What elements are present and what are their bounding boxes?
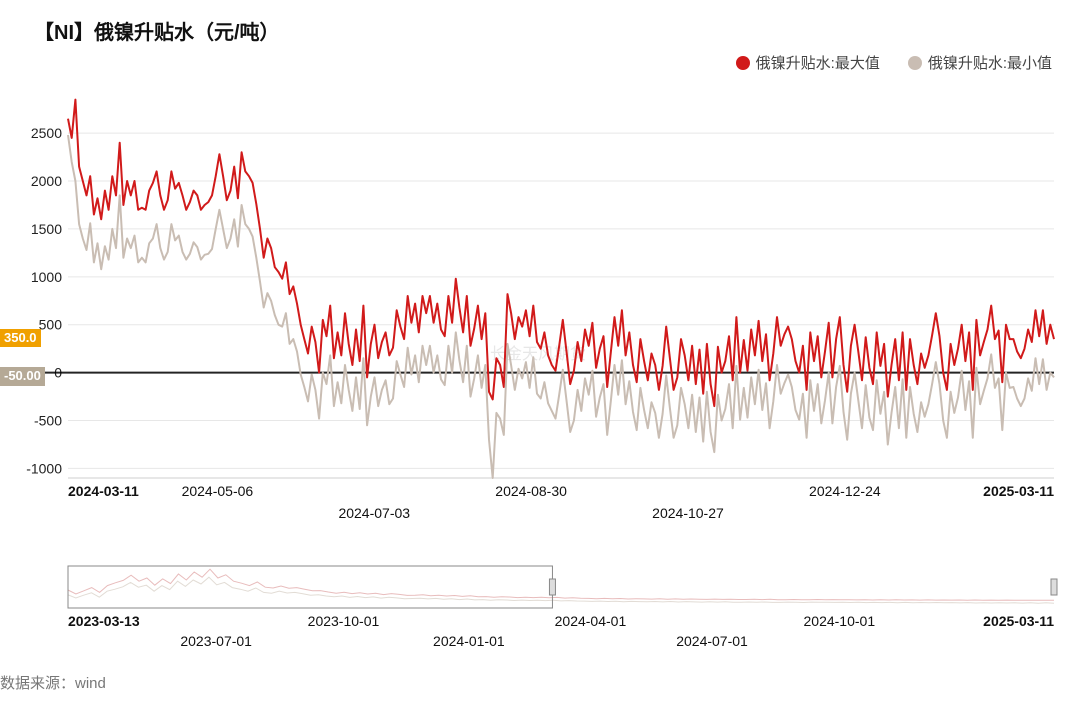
chart-container: 【NI】俄镍升贴水（元/吨） 俄镍升贴水:最大值 俄镍升贴水:最小值 长金天风期… (0, 0, 1080, 701)
svg-text:2024-10-01: 2024-10-01 (804, 613, 876, 629)
legend-dot-min (908, 56, 922, 70)
svg-text:2024-08-30: 2024-08-30 (495, 483, 567, 499)
navigator-chart[interactable]: 2023-03-13 2023-07-01 2023-10-01 2024-01-01… (20, 562, 1060, 662)
svg-text:2024-05-06: 2024-05-06 (182, 483, 254, 499)
svg-text:2024-04-01: 2024-04-01 (555, 613, 627, 629)
svg-text:2024-10-27: 2024-10-27 (652, 505, 724, 521)
svg-text:2024-07-03: 2024-07-03 (338, 505, 410, 521)
data-source: 数据来源：wind (0, 672, 106, 693)
svg-text:-1000: -1000 (26, 460, 62, 476)
svg-text:500: 500 (39, 317, 63, 333)
legend-label-max: 俄镍升贴水:最大值 (756, 52, 880, 73)
legend-label-min: 俄镍升贴水:最小值 (928, 52, 1052, 73)
svg-text:2500: 2500 (31, 125, 62, 141)
nav-handle-left (549, 579, 555, 595)
svg-text:2023-07-01: 2023-07-01 (180, 633, 252, 649)
svg-text:2024-01-01: 2024-01-01 (433, 633, 505, 649)
svg-text:2025-03-11: 2025-03-11 (983, 613, 1054, 629)
svg-text:1000: 1000 (31, 269, 62, 285)
svg-text:2025-03-11: 2025-03-11 (983, 483, 1054, 499)
main-chart: -1000-500050010001500200025002024-03-112… (20, 82, 1060, 530)
chart-title: 【NI】俄镍升贴水（元/吨） (34, 16, 280, 45)
svg-text:2023-03-13: 2023-03-13 (68, 613, 140, 629)
svg-text:2024-07-01: 2024-07-01 (676, 633, 748, 649)
svg-text:1500: 1500 (31, 221, 62, 237)
svg-text:2023-10-01: 2023-10-01 (308, 613, 380, 629)
nav-handle-right (1051, 579, 1057, 595)
legend: 俄镍升贴水:最大值 俄镍升贴水:最小值 (736, 52, 1052, 73)
legend-item-max: 俄镍升贴水:最大值 (736, 52, 880, 73)
svg-text:-500: -500 (34, 413, 62, 429)
svg-text:2024-12-24: 2024-12-24 (809, 483, 881, 499)
legend-item-min: 俄镍升贴水:最小值 (908, 52, 1052, 73)
svg-text:2024-03-11: 2024-03-11 (68, 483, 139, 499)
legend-dot-max (736, 56, 750, 70)
value-tag: -50.00 (0, 367, 45, 385)
svg-text:2000: 2000 (31, 173, 62, 189)
value-tag: 350.0 (0, 329, 41, 347)
